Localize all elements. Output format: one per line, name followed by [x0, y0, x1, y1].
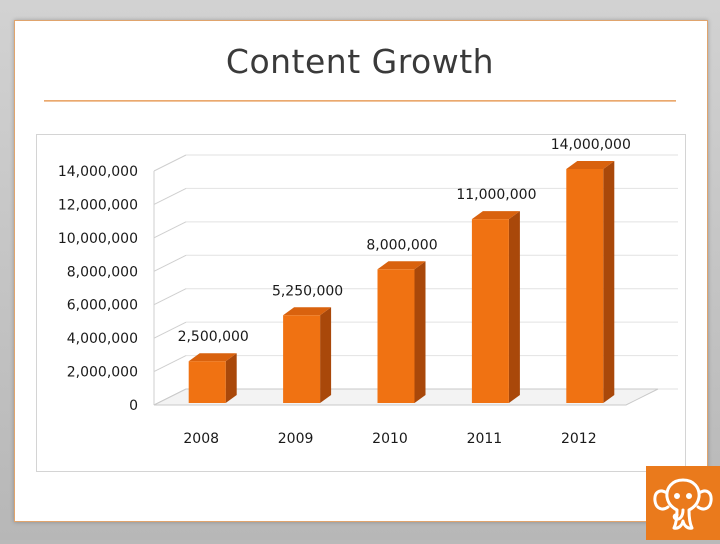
y-tick-label: 12,000,000	[58, 197, 138, 213]
bar-top	[283, 307, 332, 316]
bar-side	[414, 261, 426, 403]
side-grid-line	[153, 321, 187, 339]
bar	[377, 269, 415, 403]
bar	[283, 315, 321, 403]
side-grid-line	[153, 254, 187, 272]
bar-side	[225, 353, 237, 403]
bar-chart: 0 2,000,000 4,000,000 6,000,000 8,000,000 10,…	[58, 137, 678, 447]
x-tick-label: 2011	[467, 431, 503, 447]
bar-side	[508, 211, 520, 403]
logo	[646, 466, 720, 540]
side-grid-line	[153, 187, 187, 205]
data-label: 2,500,000	[178, 329, 249, 345]
y-tick-label: 14,000,000	[58, 164, 138, 180]
bar-top	[566, 161, 615, 169]
elephant-logo-icon	[653, 478, 713, 530]
y-tick-label: 6,000,000	[67, 298, 138, 314]
bar-top	[377, 261, 426, 270]
side-grid-line	[153, 154, 187, 172]
bar-top	[188, 353, 237, 362]
bar	[188, 361, 226, 403]
bar-side	[603, 161, 615, 403]
y-tick-label: 8,000,000	[67, 264, 138, 280]
data-label: 14,000,000	[551, 137, 631, 153]
data-label: 8,000,000	[366, 237, 437, 253]
y-tick-label: 4,000,000	[67, 331, 138, 347]
chart-frame: 0 2,000,000 4,000,000 6,000,000 8,000,000 10,…	[36, 134, 686, 472]
slide-title: Content Growth	[225, 42, 495, 81]
x-tick-label: 2009	[278, 431, 314, 447]
y-tick-label: 10,000,000	[58, 231, 138, 247]
x-tick-label: 2012	[561, 431, 597, 447]
side-grid-line	[153, 288, 187, 306]
title-divider	[44, 100, 676, 102]
bar	[471, 219, 509, 403]
y-tick-label: 2,000,000	[67, 365, 138, 381]
bar-side	[320, 307, 332, 403]
data-label: 5,250,000	[272, 283, 343, 299]
x-tick-label: 2010	[372, 431, 408, 447]
side-grid-line	[153, 355, 187, 373]
x-tick-label: 2008	[183, 431, 219, 447]
side-grid-line	[153, 221, 187, 239]
y-tick-label: 0	[129, 398, 138, 414]
data-label: 11,000,000	[456, 187, 536, 203]
bar	[566, 169, 604, 403]
bar-top	[471, 211, 520, 220]
